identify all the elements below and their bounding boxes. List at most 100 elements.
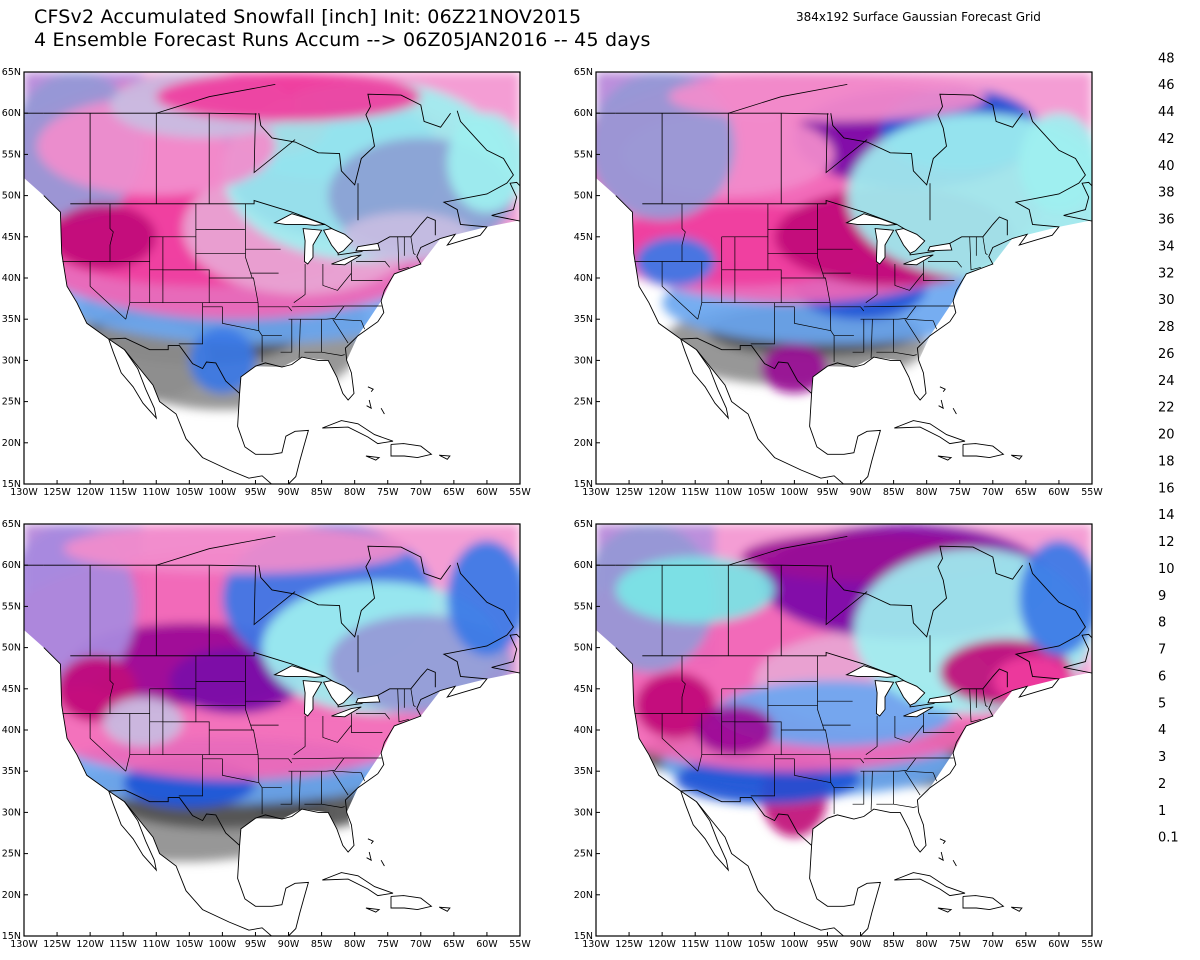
lon-label-120W: 120W bbox=[76, 487, 104, 498]
lat-label-45N: 45N bbox=[2, 684, 21, 695]
lon-label-70W: 70W bbox=[410, 939, 432, 950]
state-border-24 bbox=[870, 319, 873, 358]
coastline-3 bbox=[809, 393, 882, 484]
lon-label-125W: 125W bbox=[43, 487, 71, 498]
caribbean-island-3 bbox=[1011, 454, 1023, 460]
caribbean-island-0 bbox=[894, 872, 966, 897]
state-border-32 bbox=[322, 716, 352, 743]
snowfall-colorbar: 48 46 44 42 40 38 36 34 32 30 28 26 24 22 20 18 16 14 12 10… bbox=[1128, 44, 1188, 912]
lat-label-65N: 65N bbox=[2, 519, 21, 530]
state-border-0 bbox=[681, 655, 686, 714]
snowfall-field bbox=[24, 524, 520, 936]
caribbean-island-0 bbox=[894, 420, 966, 445]
state-border-25 bbox=[876, 771, 894, 805]
colorbar-label: 7 bbox=[1158, 643, 1166, 658]
province-border-3 bbox=[253, 113, 296, 174]
lat-label-15N: 15N bbox=[574, 931, 593, 942]
lat-label-35N: 35N bbox=[574, 766, 593, 777]
geographic-outlines bbox=[24, 84, 520, 484]
lon-label-65W: 65W bbox=[1015, 487, 1037, 498]
lat-label-60N: 60N bbox=[2, 108, 21, 119]
snowfall-field bbox=[24, 72, 520, 484]
coastline-3 bbox=[237, 845, 310, 936]
state-border-27 bbox=[860, 757, 954, 772]
state-border-14 bbox=[245, 203, 259, 303]
great-lake-2 bbox=[894, 228, 926, 254]
state-border-28 bbox=[291, 305, 344, 308]
lat-label-35N: 35N bbox=[574, 314, 593, 325]
state-border-28 bbox=[863, 305, 916, 308]
state-border-29 bbox=[906, 318, 937, 330]
state-border-14 bbox=[245, 655, 259, 755]
snowfall-blob-14 bbox=[63, 524, 408, 574]
state-border-28 bbox=[863, 757, 916, 760]
caribbean-island-5 bbox=[366, 851, 372, 862]
gulf-of-tehuantepec-mask bbox=[815, 475, 861, 484]
lat-label-20N: 20N bbox=[2, 438, 21, 449]
lon-label-110W: 110W bbox=[715, 939, 743, 950]
state-border-29 bbox=[334, 318, 365, 330]
lon-label-115W: 115W bbox=[109, 939, 137, 950]
state-border-34 bbox=[928, 261, 962, 268]
state-border-36 bbox=[410, 236, 416, 256]
state-border-0 bbox=[109, 203, 114, 262]
state-border-11 bbox=[178, 754, 203, 797]
colorbar-label: 38 bbox=[1158, 186, 1175, 201]
state-border-36 bbox=[410, 688, 416, 708]
title-line-2: 4 Ensemble Forecast Runs Accum --> 06Z05… bbox=[34, 29, 651, 51]
lat-label-40N: 40N bbox=[2, 273, 21, 284]
coastline-4 bbox=[830, 93, 1023, 186]
state-border-28 bbox=[291, 757, 344, 760]
state-border-0 bbox=[109, 655, 114, 714]
lon-label-90W: 90W bbox=[850, 939, 872, 950]
snowfall-blob-4 bbox=[189, 327, 256, 394]
lon-label-120W: 120W bbox=[76, 939, 104, 950]
coastline-6 bbox=[109, 337, 240, 394]
grid-resolution-note: 384x192 Surface Gaussian Forecast Grid bbox=[796, 10, 1041, 24]
figure-title: CFSv2 Accumulated Snowfall [inch] Init: … bbox=[34, 6, 651, 52]
lon-label-125W: 125W bbox=[615, 939, 643, 950]
lon-label-125W: 125W bbox=[615, 487, 643, 498]
coastline-1 bbox=[680, 338, 730, 420]
colorbar-label: 20 bbox=[1158, 428, 1175, 443]
province-border-6 bbox=[781, 564, 829, 567]
caribbean-island-4 bbox=[939, 838, 946, 844]
great-lake-4 bbox=[927, 694, 953, 704]
great-lake-3 bbox=[903, 706, 934, 718]
lon-label-100W: 100W bbox=[209, 487, 237, 498]
lon-label-55W: 55W bbox=[1081, 487, 1103, 498]
state-border-36 bbox=[982, 236, 988, 256]
lon-label-90W: 90W bbox=[850, 487, 872, 498]
great-lake-3 bbox=[903, 254, 934, 266]
coastline-0 bbox=[615, 195, 861, 484]
colorbar-label: 9 bbox=[1158, 589, 1166, 604]
state-border-35 bbox=[397, 236, 409, 271]
state-border-26 bbox=[893, 351, 917, 356]
lon-label-105W: 105W bbox=[748, 487, 776, 498]
state-border-14 bbox=[817, 655, 831, 755]
state-border-19 bbox=[830, 306, 865, 312]
state-border-19 bbox=[830, 758, 865, 764]
snowfall-blob-14 bbox=[635, 672, 716, 739]
snowfall-blob-15 bbox=[447, 540, 520, 656]
lat-label-50N: 50N bbox=[574, 643, 593, 654]
state-border-32 bbox=[322, 264, 352, 291]
lat-label-50N: 50N bbox=[574, 191, 593, 202]
lon-label-100W: 100W bbox=[781, 487, 809, 498]
coastline-7 bbox=[1063, 181, 1092, 222]
state-border-27 bbox=[860, 305, 954, 320]
great-lake-4 bbox=[355, 694, 381, 704]
province-border-8 bbox=[156, 536, 276, 566]
lon-label-85W: 85W bbox=[883, 939, 905, 950]
lat-label-40N: 40N bbox=[574, 725, 593, 736]
province-border-6 bbox=[209, 564, 257, 567]
state-border-26 bbox=[321, 351, 345, 356]
state-border-13 bbox=[794, 306, 831, 332]
coastline-0 bbox=[615, 647, 861, 936]
lon-label-60W: 60W bbox=[1048, 939, 1070, 950]
caribbean-island-3 bbox=[1011, 906, 1023, 912]
lat-label-30N: 30N bbox=[2, 807, 21, 818]
snowfall-blob-14 bbox=[668, 72, 987, 122]
colorbar-label: 18 bbox=[1158, 454, 1175, 469]
lat-label-35N: 35N bbox=[2, 766, 21, 777]
